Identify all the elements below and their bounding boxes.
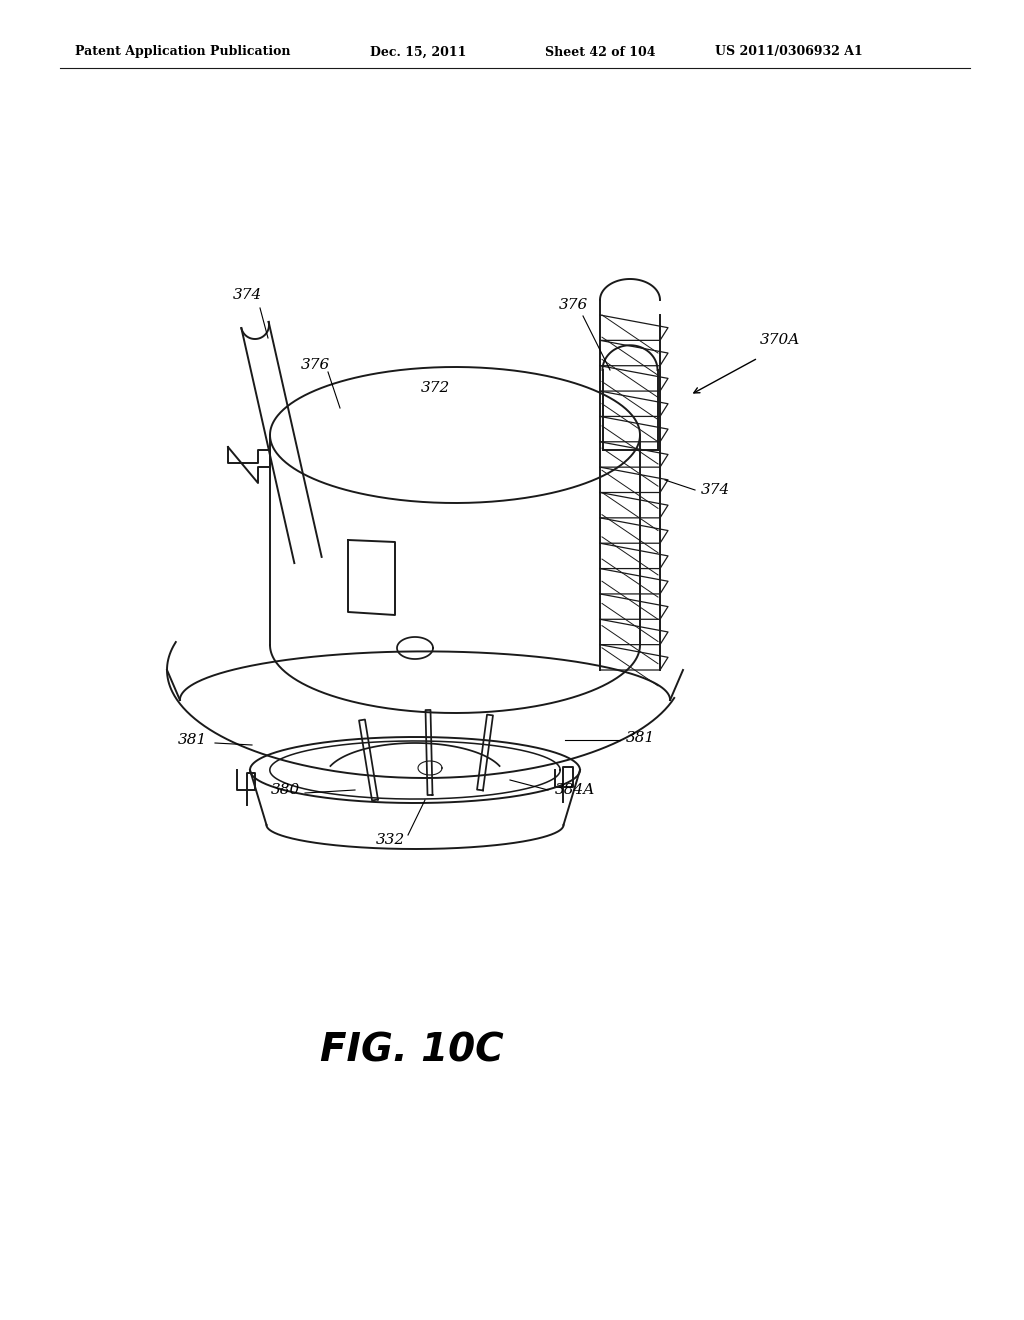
Text: 374: 374 [232,288,261,302]
Text: 384A: 384A [555,783,595,797]
Text: Patent Application Publication: Patent Application Publication [75,45,291,58]
Text: 376: 376 [558,298,588,312]
Text: FIG. 10C: FIG. 10C [319,1031,504,1069]
Text: 332: 332 [376,833,404,847]
Text: 381: 381 [177,733,207,747]
Text: Sheet 42 of 104: Sheet 42 of 104 [545,45,655,58]
Text: 370A: 370A [760,333,800,347]
Text: US 2011/0306932 A1: US 2011/0306932 A1 [715,45,863,58]
Text: 381: 381 [626,731,654,744]
Text: Dec. 15, 2011: Dec. 15, 2011 [370,45,466,58]
Text: 376: 376 [300,358,330,372]
Text: 372: 372 [421,381,450,395]
Text: 380: 380 [270,783,300,797]
Text: 374: 374 [700,483,730,498]
